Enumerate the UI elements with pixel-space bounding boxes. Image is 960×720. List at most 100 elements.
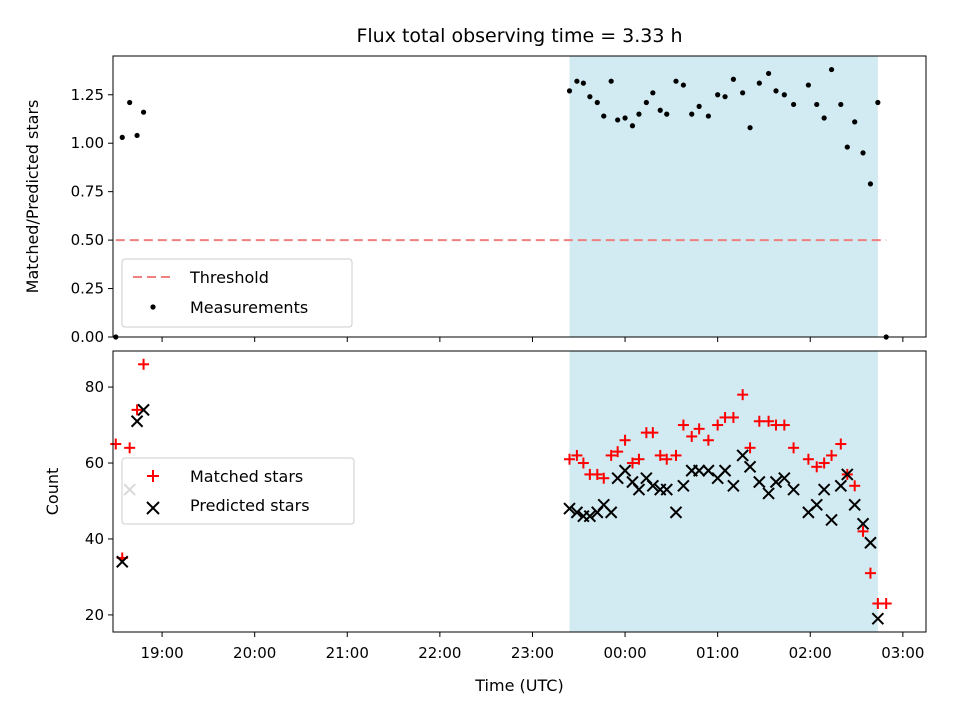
measurement-point [629,123,636,129]
matched-star-point [612,446,624,458]
top-axes-frame [112,55,927,338]
measurement-point [643,99,649,106]
matched-star-point [712,419,724,431]
predicted-star-point [727,479,740,493]
predicted-star-point [604,506,618,519]
y-tick-label: 40 [85,530,104,548]
predicted-star-point [116,555,129,568]
predicted-star-point [743,460,757,474]
matched-star-point [577,457,589,469]
predicted-star-point [618,464,632,477]
top-y-ticks: 0.00 0.25 0.50 0.75 1.00 1.25 [71,86,113,346]
bottom-y-axis-label: Count [43,468,62,516]
measurement-point [814,101,820,108]
matched-star-point [702,434,714,446]
matched-star-point [571,449,583,461]
x-tick-label: 22:00 [418,644,461,662]
y-tick-label: 1.00 [71,134,104,152]
matched-star-point [857,525,869,537]
x-tick-label: 03:00 [881,644,924,662]
predicted-star-point [583,509,597,523]
measurement-point [781,92,787,98]
predicted-star-point [817,483,831,496]
measurement-point [740,90,746,96]
y-tick-label: 0.25 [71,280,104,298]
predicted-star-point [848,498,861,511]
predicted-star-point [130,415,144,428]
matched-star-point [654,449,666,461]
measurement-point [657,107,663,113]
measurement-point [756,80,762,86]
legend-predicted-swatch [146,501,160,515]
matched-star-point [591,468,603,480]
predicted-star-point [753,475,766,489]
matched-star-point [818,457,830,469]
y-tick-label: 0.50 [71,231,104,249]
matched-star-point [619,434,631,446]
measurement-point [875,99,881,106]
y-tick-label: 80 [85,378,104,396]
y-tick-label: 20 [85,606,104,624]
top-legend-box [121,258,353,328]
predicted-star-point [692,464,706,477]
measurement-point [608,78,614,84]
bottom-panel: 20 40 60 80 19:00 20:00 21:00 22:00 23:00 00:00 0… [43,350,927,695]
predicted-star-point [570,506,584,519]
legend-matched-swatch [147,470,159,482]
x-axis-label: Time (UTC) [474,676,563,695]
predicted-star-point [718,464,732,477]
predicted-star-point [736,449,749,462]
matched-star-point [864,567,876,579]
matched-star-point [788,442,800,454]
predicted-star-point [563,502,576,515]
predicted-star-point [762,487,775,500]
matched-star-point [849,480,861,492]
bottom-legend: Matched stars Predicted stars [121,457,355,525]
measurement-point [580,80,586,86]
measurement-point [805,82,812,88]
top-legend: Threshold Measurements [121,258,353,328]
predicted-star-point [137,403,150,417]
predicted-star-points [116,403,885,625]
measurement-point [119,134,125,140]
matched-star-point [811,461,823,473]
bottom-y-ticks: 20 40 60 80 [85,378,113,624]
chart-title: Flux total observing time = 3.33 h [356,25,682,47]
measurement-point [730,76,736,82]
predicted-star-point [834,479,848,493]
matched-star-point [661,453,673,465]
measurement-point [773,88,779,94]
x-tick-label: 02:00 [789,644,832,662]
measurement-point [765,70,772,77]
measurement-point [622,115,628,121]
matched-star-point [677,419,689,431]
measurement-point [790,101,797,108]
matched-star-point [826,449,838,461]
measurement-point [844,144,850,150]
bottom-legend-box [121,457,355,525]
measurement-point [574,78,580,84]
bottom-shaded-span [569,351,878,632]
predicted-star-point [787,483,800,496]
measurement-point [860,150,866,156]
measurement-point [127,99,133,106]
top-shaded-span [569,56,878,337]
predicted-star-point [810,498,823,511]
matched-star-point [564,453,576,465]
predicted-star-point [841,468,854,481]
matched-star-point [693,423,705,435]
matched-star-point [110,438,122,450]
legend-matched-label: Matched stars [190,467,303,486]
matched-star-point [138,358,150,370]
x-tick-label: 20:00 [233,644,276,662]
measurement-point [650,90,656,96]
measurement-point [867,181,874,187]
measurement-point [140,109,147,115]
measurement-point [689,111,695,117]
measurement-point [615,117,621,123]
measurement-point [715,92,721,98]
predicted-star-point [646,479,660,493]
measurement-point [601,113,607,119]
matched-star-point [131,404,143,416]
legend-threshold-label: Threshold [189,268,269,287]
